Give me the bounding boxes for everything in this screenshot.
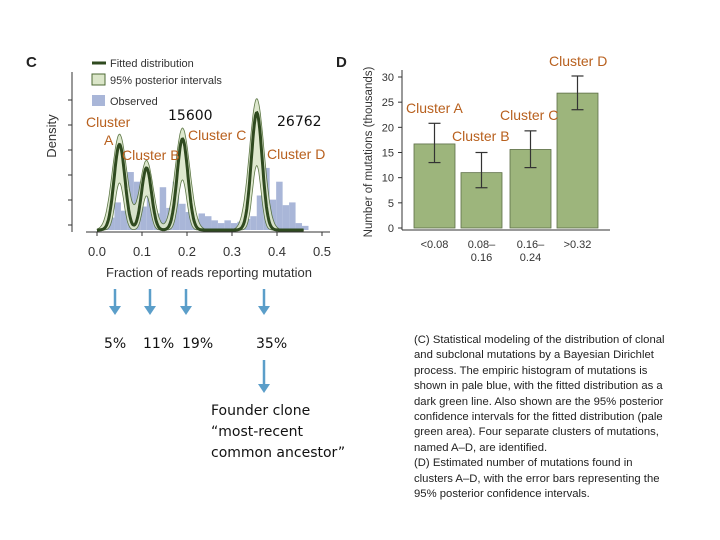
observed-bin	[269, 199, 277, 230]
caption-line: confidence intervals for the fitted dist…	[414, 411, 663, 424]
observed-bin	[289, 202, 296, 230]
caption-line: and subclonal mutations by a Bayesian Di…	[414, 349, 654, 362]
founder-line-1: Founder clone	[211, 403, 311, 419]
observed-bin	[276, 181, 283, 230]
caption-line: (C) Statistical modeling of the distribu…	[414, 334, 665, 346]
observed-bin	[282, 205, 290, 230]
d-category-label: >0.32	[564, 239, 592, 251]
legend-swatch-observed	[92, 95, 105, 106]
legend-label-interval: 95% posterior intervals	[110, 75, 222, 87]
observed-bin	[120, 210, 128, 230]
observed-bin	[146, 194, 154, 230]
pct-5: 5%	[104, 336, 127, 352]
annotation-arrows	[109, 289, 270, 393]
fitted-distribution-line	[97, 110, 304, 232]
legend-label-fitted: Fitted distribution	[110, 58, 194, 70]
cluster-a-letter: A	[104, 132, 114, 148]
down-arrow-head	[258, 384, 270, 393]
cluster-c-label: Cluster C	[188, 127, 246, 143]
value-label-right: 26762	[277, 114, 322, 130]
x-tick-label: 0.1	[133, 244, 151, 259]
d-cluster-c-label: Cluster C	[500, 107, 558, 123]
d-category-label: 0.08–	[468, 239, 496, 251]
cluster-b-label: Cluster B	[122, 147, 180, 163]
legend: Fitted distribution 95% posterior interva…	[91, 58, 222, 108]
down-arrow-head	[109, 306, 121, 315]
caption-line: process. The empiric histogram of mutati…	[414, 364, 648, 377]
caption-line: shown in pale blue, with the fitted dist…	[414, 380, 663, 393]
x-tick-label: 0.2	[178, 244, 196, 259]
x-tick-label: 0.5	[313, 244, 331, 259]
panel-d-chart: 0 5 10 15 20 25 30 Number of mutations (thousan…	[363, 53, 610, 264]
caption-line: named A–D, are identified.	[414, 441, 548, 454]
figure-caption: (C) Statistical modeling of the distribu…	[414, 333, 685, 502]
observed-bin	[256, 195, 264, 230]
d-cluster-d-label: Cluster D	[549, 53, 607, 69]
pct-35: 35%	[256, 336, 288, 352]
caption-line: green area). Four separate clusters of m…	[414, 426, 659, 439]
d-category-label: 0.16	[471, 252, 492, 264]
caption-line: 95% posterior confidence intervals.	[414, 488, 590, 501]
x-tick-label: 0.4	[268, 244, 286, 259]
down-arrow-head	[258, 306, 270, 315]
d-y-tick-label: 5	[388, 198, 394, 210]
d-y-tick-label: 15	[382, 148, 394, 160]
legend-label-observed: Observed	[110, 96, 158, 108]
observed-bin	[159, 187, 167, 230]
d-category-label: <0.08	[421, 239, 449, 251]
d-y-tick-label: 20	[382, 122, 394, 134]
pct-11: 11%	[143, 336, 175, 352]
d-category-label: 0.16–	[517, 239, 545, 251]
d-y-axis-label: Number of mutations (thousands)	[363, 67, 375, 238]
d-y-tick-label: 25	[382, 97, 394, 109]
founder-line-3: common ancestor”	[211, 445, 346, 461]
observed-bin	[295, 223, 303, 230]
cluster-d-label: Cluster D	[267, 146, 325, 162]
observed-bin	[217, 223, 225, 230]
x-tick-label: 0.3	[223, 244, 241, 259]
founder-line-2: “most-recent	[211, 424, 304, 440]
observed-bin	[211, 220, 218, 230]
observed-bin	[302, 225, 309, 230]
x-axis-label: Fraction of reads reporting mutation	[106, 265, 312, 280]
d-category-label: 0.24	[520, 252, 541, 264]
cluster-a-label: Cluster	[86, 114, 131, 130]
observed-bin	[179, 203, 186, 230]
caption-line: dark green line. Also shown are the 95% …	[414, 395, 664, 408]
d-y-tick-label: 30	[382, 72, 394, 84]
founder-clone-note: Founder clone “most-recent common ancest…	[211, 401, 345, 464]
down-arrow-head	[144, 306, 156, 315]
d-cluster-a-label: Cluster A	[406, 100, 463, 116]
d-y-tick-label: 0	[388, 223, 394, 235]
observed-bin	[140, 206, 147, 230]
observed-bin	[205, 216, 212, 230]
panel-letter-c: C	[26, 54, 37, 71]
observed-bin	[250, 216, 257, 230]
observed-bin	[224, 220, 231, 230]
value-label-left: 15600	[168, 108, 213, 124]
pct-19: 19%	[182, 336, 214, 352]
down-arrow-head	[180, 306, 192, 315]
observed-bin	[198, 213, 205, 230]
panel-letter-d: D	[336, 54, 347, 71]
caption-line: clusters A–D, with the error bars repres…	[414, 472, 660, 485]
observed-bin	[107, 217, 115, 230]
observed-bin	[114, 202, 121, 230]
observed-bin	[230, 223, 238, 230]
bar	[556, 92, 599, 229]
caption-line: (D) Estimated number of mutations found …	[414, 457, 633, 470]
d-cluster-b-label: Cluster B	[452, 128, 510, 144]
x-tick-label: 0.0	[88, 244, 106, 259]
y-axis-label: Density	[44, 114, 59, 158]
d-y-tick-label: 10	[382, 173, 394, 185]
legend-swatch-interval	[91, 73, 106, 86]
observed-bin	[185, 212, 193, 230]
